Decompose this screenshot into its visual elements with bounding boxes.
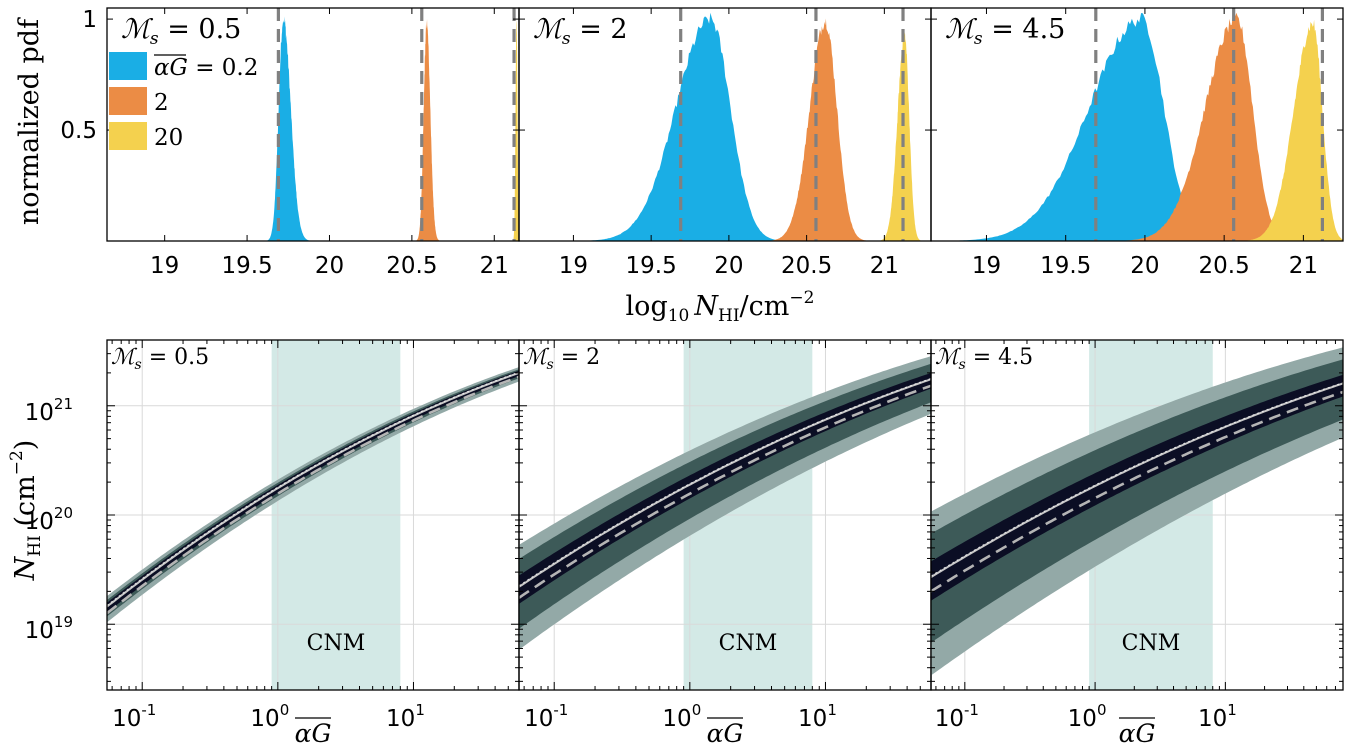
mach-annotation: ℳs = 2 bbox=[523, 345, 600, 373]
x-tick-label: 20 bbox=[315, 253, 344, 279]
mach-annotation: ℳs = 2 bbox=[533, 14, 628, 49]
cnm-label: CNM bbox=[719, 631, 778, 656]
x-axis-label: αG bbox=[295, 719, 332, 748]
median-curve bbox=[931, 382, 1343, 578]
dotted-curve bbox=[519, 378, 931, 587]
mach-annotation: ℳs = 0.5 bbox=[111, 345, 209, 373]
mach-annotation: ℳs = 0.5 bbox=[121, 14, 241, 49]
histogram-20 bbox=[1233, 19, 1343, 241]
x-tick-label: 20.5 bbox=[1199, 253, 1250, 279]
x-tick-label: 19.5 bbox=[221, 253, 272, 279]
histogram-0.2 bbox=[931, 13, 1235, 241]
band-middle bbox=[519, 363, 931, 629]
x-tick-label: 19.5 bbox=[1040, 253, 1091, 279]
x-tick-label: 19 bbox=[972, 253, 1001, 279]
x-tick-label: 101 bbox=[386, 701, 425, 732]
x-tick-label: 19 bbox=[150, 253, 179, 279]
dotted-curve bbox=[107, 371, 519, 606]
histogram-0.2 bbox=[264, 16, 315, 241]
plot-area bbox=[566, 8, 925, 241]
x-tick-label: 20 bbox=[1130, 253, 1159, 279]
x-tick-label: 21 bbox=[1289, 253, 1318, 279]
histogram-20 bbox=[875, 32, 925, 241]
x-tick-label: 100 bbox=[1068, 701, 1107, 732]
x-tick-label: 19 bbox=[559, 253, 588, 279]
legend-label-20: 20 bbox=[154, 125, 183, 151]
bottom-y-axis-label: NHI (cm−2) bbox=[7, 440, 45, 582]
plot-area bbox=[931, 8, 1343, 241]
top-y-axis-label: normalized pdf bbox=[14, 17, 45, 225]
x-tick-label: 101 bbox=[798, 701, 837, 732]
y-tick-label: 1021 bbox=[25, 395, 73, 426]
top-x-axis-label: log10 NHI/cm−2 bbox=[626, 288, 815, 326]
y-tick-label: 1 bbox=[82, 7, 97, 33]
histogram-2 bbox=[414, 18, 442, 241]
pdf-panel-top-left: 19 19.5 20 20.5 21 0.5 1 ℳs = 0.5 αG = 0.2 2 20 bbox=[60, 7, 520, 279]
cnm-label: CNM bbox=[1122, 631, 1181, 656]
mach-annotation: ℳs = 4.5 bbox=[945, 14, 1065, 49]
analytic-dashed-curve bbox=[107, 375, 519, 615]
analytic-dashed-curve bbox=[931, 390, 1343, 593]
legend-swatch-20 bbox=[109, 122, 147, 150]
cnm-label: CNM bbox=[307, 631, 366, 656]
median-curve bbox=[519, 378, 931, 588]
x-tick-label: 100 bbox=[250, 701, 289, 732]
pdf-panel-top-right: 19 19.5 20 20.5 21 ℳs = 4.5 bbox=[930, 7, 1344, 279]
x-tick-label: 21 bbox=[870, 253, 899, 279]
pdf-panel-top-middle: 19 19.5 20 20.5 21 ℳs = 2 bbox=[518, 7, 932, 279]
analytic-dashed-curve bbox=[519, 384, 931, 599]
y-tick-label: 1019 bbox=[25, 613, 73, 644]
column-density-panel-bottom-right: CNM 10-1 100 101 αG ℳs = 4.5 bbox=[930, 339, 1344, 748]
histogram-2 bbox=[1103, 12, 1304, 241]
x-tick-label: 101 bbox=[1198, 701, 1237, 732]
plot-area bbox=[107, 340, 519, 690]
column-density-panel-bottom-middle: CNM 10-1 100 101 αG ℳs = 2 bbox=[518, 339, 932, 748]
legend-label-2: 2 bbox=[154, 90, 169, 116]
axes-box bbox=[930, 7, 1344, 242]
legend-swatch-0.2 bbox=[109, 52, 147, 80]
band-inner bbox=[519, 373, 931, 604]
plot-area bbox=[931, 340, 1343, 690]
x-axis-label: αG bbox=[1119, 719, 1156, 748]
x-tick-label: 20 bbox=[714, 253, 743, 279]
median-curve bbox=[107, 371, 519, 608]
histogram-0.2 bbox=[566, 12, 796, 241]
x-tick-label: 21 bbox=[480, 253, 509, 279]
y-tick-label: 0.5 bbox=[60, 118, 97, 144]
x-tick-label: 20.5 bbox=[781, 253, 832, 279]
x-tick-label: 20.5 bbox=[386, 253, 437, 279]
plot-area bbox=[519, 340, 931, 690]
x-tick-label: 100 bbox=[662, 701, 701, 732]
plot-area bbox=[264, 8, 519, 241]
histogram-2 bbox=[760, 18, 875, 241]
band-middle bbox=[107, 369, 519, 617]
histogram-20 bbox=[512, 17, 519, 241]
legend-label-0.2: αG = 0.2 bbox=[154, 55, 258, 81]
legend-swatch-2 bbox=[109, 87, 147, 115]
x-tick-label: 10-1 bbox=[524, 701, 568, 732]
x-tick-label: 10-1 bbox=[112, 701, 156, 732]
x-tick-label: 10-1 bbox=[935, 701, 979, 732]
x-axis-label: αG bbox=[707, 719, 744, 748]
x-tick-label: 19.5 bbox=[626, 253, 677, 279]
legend: αG = 0.2 2 20 bbox=[109, 52, 258, 151]
mach-annotation: ℳs = 4.5 bbox=[935, 345, 1033, 373]
